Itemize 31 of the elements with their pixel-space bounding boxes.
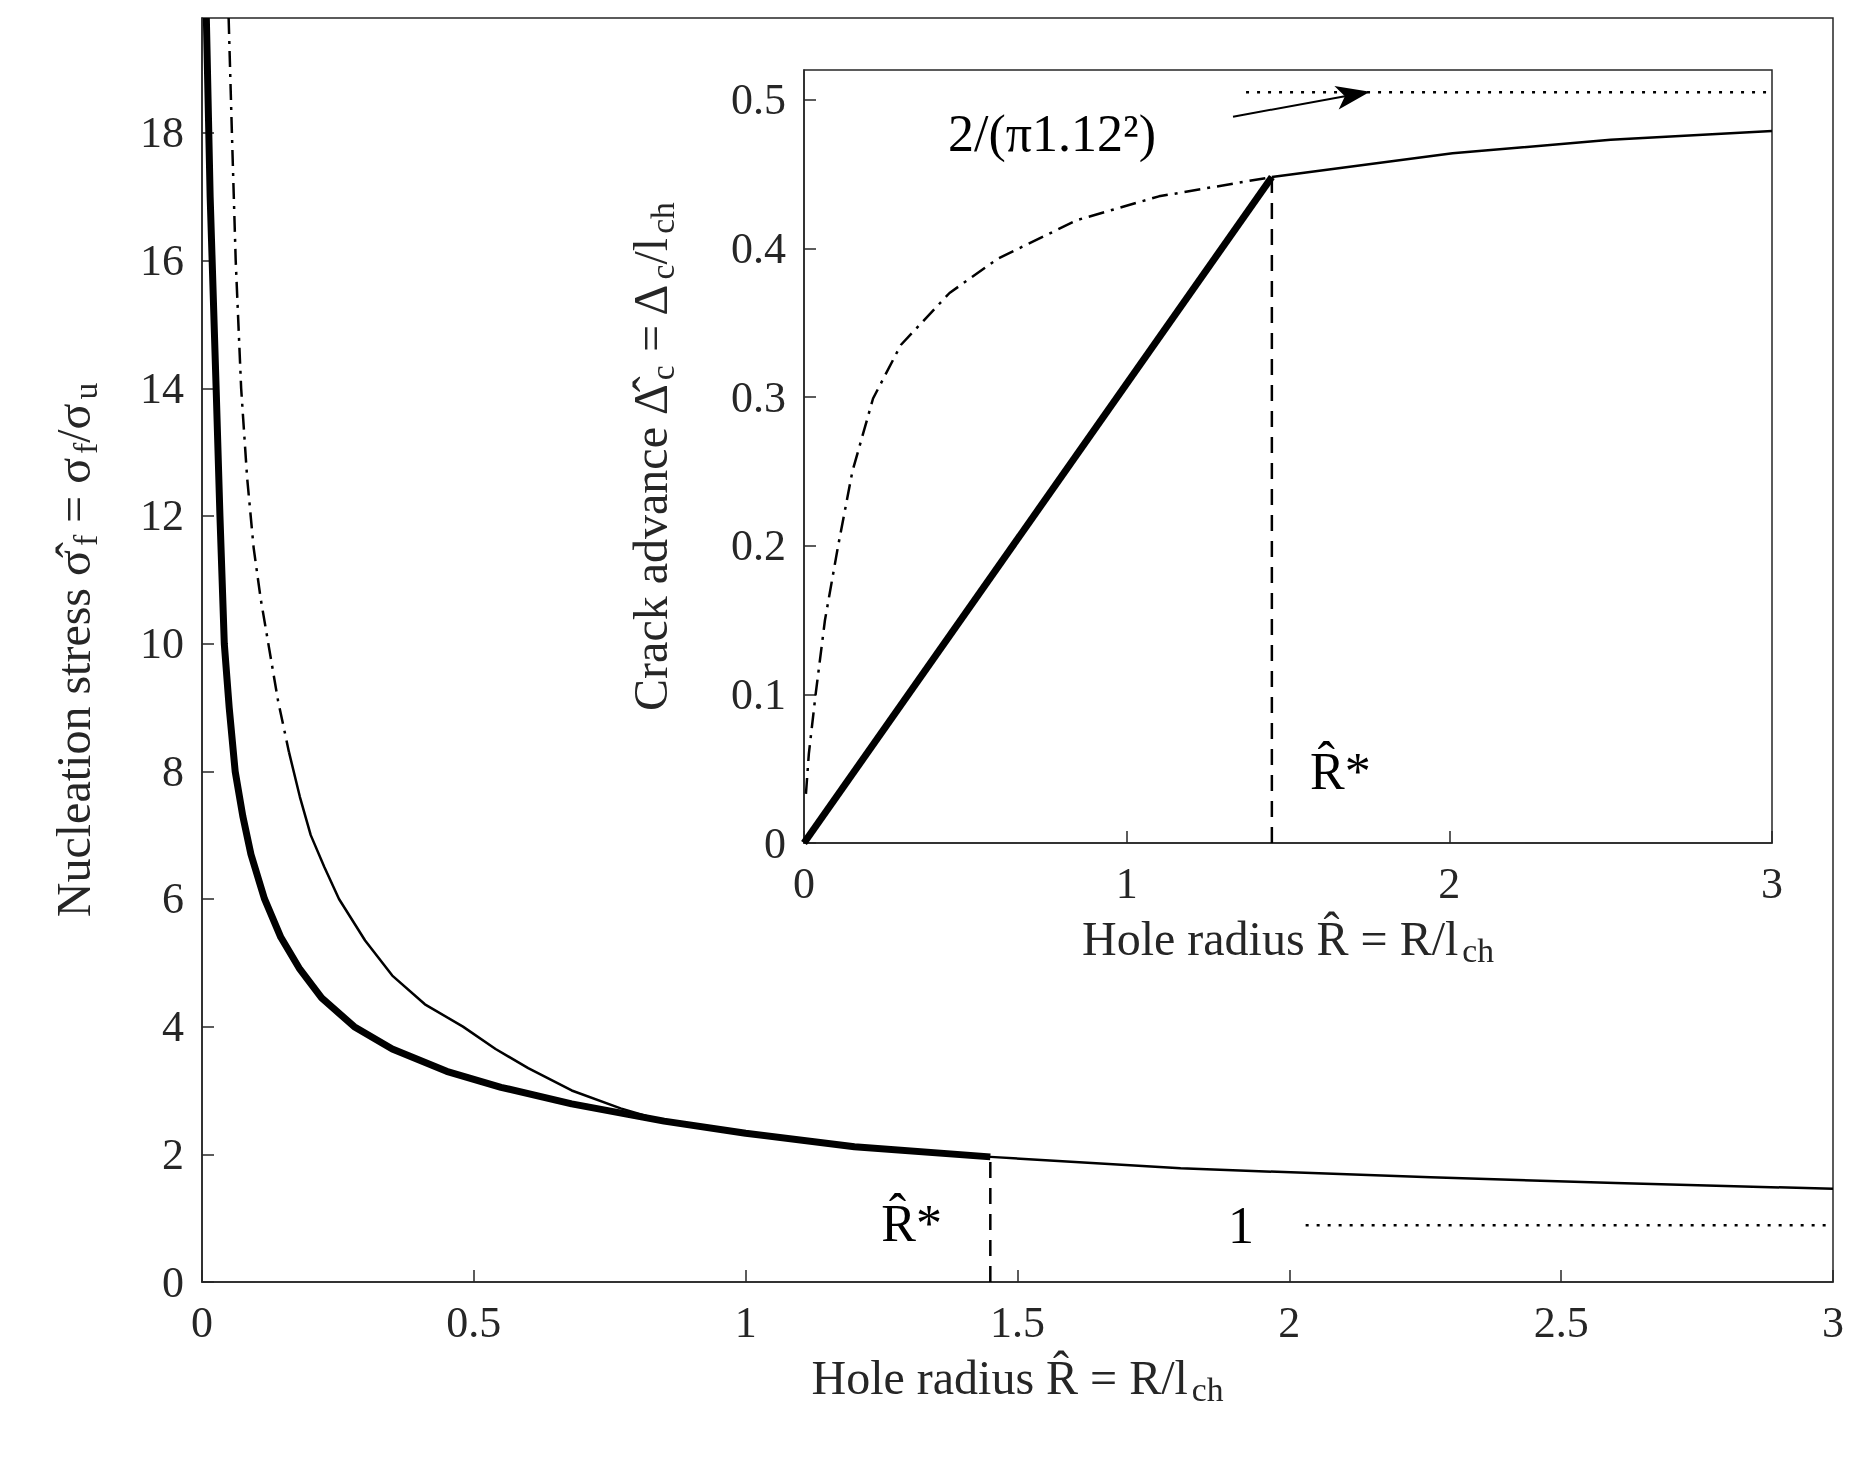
annotation: R̂* — [881, 1193, 942, 1252]
annotation: 2/(π1.12²) — [948, 104, 1156, 163]
annotation: 1 — [1228, 1196, 1254, 1254]
x-tick-label: 2.5 — [1533, 1297, 1589, 1347]
y-axis-title: Nucleation stress σ̂f = σf/σu — [46, 382, 104, 918]
x-tick-label: 1 — [1115, 858, 1138, 908]
y-tick-label: 4 — [162, 1002, 184, 1052]
x-tick-label: 1.5 — [990, 1297, 1045, 1347]
y-tick-label: 16 — [140, 236, 184, 286]
annotation: R̂* — [1310, 741, 1371, 800]
y-tick-label: 0.4 — [731, 223, 786, 273]
x-tick-label: 2 — [1278, 1297, 1301, 1347]
y-tick-label: 0.3 — [731, 372, 786, 422]
y-axis-title: Crack advance Δ̂c = Δc/lch — [623, 201, 681, 711]
y-tick-label: 0.2 — [731, 521, 786, 571]
y-tick-label: 0.5 — [731, 75, 786, 125]
y-tick-label: 10 — [140, 619, 184, 669]
x-tick-label: 2 — [1438, 858, 1461, 908]
y-tick-label: 8 — [162, 746, 184, 796]
y-tick-label: 0 — [764, 818, 786, 868]
y-tick-label: 0.1 — [731, 669, 786, 719]
y-tick-label: 18 — [140, 108, 184, 158]
x-tick-label: 3 — [1761, 858, 1783, 908]
x-tick-label: 0.5 — [446, 1297, 502, 1347]
y-tick-label: 12 — [140, 491, 184, 541]
y-tick-label: 14 — [140, 363, 184, 413]
y-tick-label: 2 — [162, 1129, 184, 1179]
y-tick-label: 0 — [162, 1257, 184, 1307]
x-tick-label: 1 — [734, 1297, 757, 1347]
y-tick-label: 6 — [162, 874, 184, 924]
x-tick-label: 3 — [1822, 1297, 1844, 1347]
